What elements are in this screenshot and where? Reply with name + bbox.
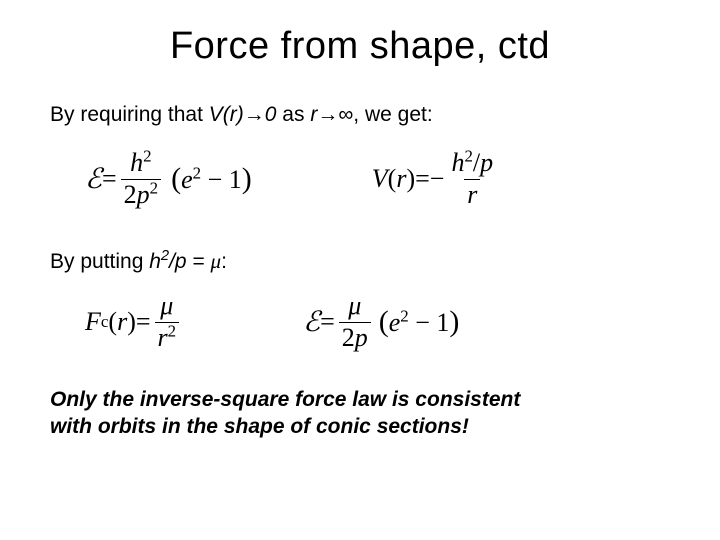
eq1a-equals: =: [102, 164, 117, 194]
conclusion-line1: Only the inverse-square force law is con…: [50, 388, 520, 411]
eq2b-num-mu: μ: [348, 291, 361, 320]
eq1a-den-two: 2: [124, 180, 137, 209]
eq1b-num-p: p: [480, 148, 493, 177]
eq2a-num: μ: [157, 292, 176, 322]
eq1b-neg: −: [430, 164, 445, 194]
eq2a-den-r: r: [158, 323, 168, 352]
eq2b-frac: μ 2p: [339, 292, 371, 352]
eq2a-equals: =: [136, 307, 151, 337]
eq2b-den-two: 2: [342, 323, 355, 352]
eq1a-rparen: ): [242, 162, 252, 195]
eq2b-e-exp: 2: [400, 307, 408, 326]
eq2b-rparen: ): [449, 305, 459, 338]
eq2b-paren-group: (e2 − 1): [379, 305, 460, 339]
eq2a-rparen: ): [127, 307, 136, 337]
eq1a-lparen: (: [171, 162, 181, 195]
eq2a-r-arg: r: [117, 307, 127, 337]
eq1b-r-arg: r: [396, 164, 406, 194]
eq1a-e-exp: 2: [193, 163, 201, 182]
eq1a-den-exp: 2: [150, 178, 158, 197]
equation-2b: ℰ = μ 2p (e2 − 1): [303, 292, 459, 352]
eq2b-num: μ: [345, 292, 364, 322]
eq1a-num-exp: 2: [143, 146, 151, 165]
conclusion: Only the inverse-square force law is con…: [50, 387, 670, 440]
eq1a-minus: −: [201, 165, 229, 194]
eq1a-frac: h2 2p2: [121, 149, 161, 209]
eq1a-e: e: [181, 165, 193, 194]
line2-prefix: By putting: [50, 250, 149, 273]
equation-1b: V(r) = − h2/p r: [372, 149, 500, 209]
eq1b-lparen: (: [388, 164, 397, 194]
eq1b-num: h2/p: [448, 149, 496, 179]
slide-title: Force from shape, ctd: [50, 25, 670, 68]
eq2b-den-p: p: [355, 323, 368, 352]
eq2b-den: 2p: [339, 322, 371, 353]
eq2a-F: F: [85, 307, 101, 337]
eq2b-E: ℰ: [303, 305, 320, 339]
eq2b-e: e: [389, 308, 401, 337]
eq1a-E: ℰ: [85, 162, 102, 196]
line1-arrow2: →: [317, 103, 338, 126]
eq2a-lparen: (: [108, 307, 117, 337]
line1-inf: ∞: [338, 103, 353, 126]
line2-mu: μ: [211, 249, 222, 273]
line1-arrow1: →: [244, 103, 265, 126]
eq1b-equals: =: [415, 164, 430, 194]
eq1b-rparen: ): [406, 164, 415, 194]
eq1a-num-h: h: [130, 148, 143, 177]
line2-exp: 2: [161, 248, 169, 264]
eq1b-num-exp: 2: [464, 146, 472, 165]
equation-row-1: ℰ = h2 2p2 (e2 − 1) V(r) = − h2/p r: [50, 149, 670, 209]
line1-prefix: By requiring that: [50, 103, 209, 126]
eq1a-den-p: p: [137, 180, 150, 209]
eq2a-den-exp: 2: [168, 321, 176, 340]
equation-1a: ℰ = h2 2p2 (e2 − 1): [85, 149, 252, 209]
eq2b-one: 1: [436, 308, 449, 337]
line2-colon: :: [221, 250, 227, 273]
line-2: By putting h2/p = μ:: [50, 249, 670, 274]
line1-zero: 0: [265, 103, 277, 126]
line1-vr: V(r): [209, 103, 244, 126]
line2-h: h: [149, 250, 161, 273]
eq2b-minus: −: [409, 308, 437, 337]
eq2a-den: r2: [155, 322, 180, 353]
equation-2a: Fc(r) = μ r2: [85, 292, 183, 352]
line2-slash-p: /p: [169, 250, 187, 273]
eq1b-den: r: [464, 179, 480, 210]
line-1: By requiring that V(r)→0 as r→∞, we get:: [50, 103, 670, 127]
eq2a-num-mu: μ: [160, 291, 173, 320]
line1-suffix: , we get:: [353, 103, 432, 126]
eq1a-one: 1: [229, 165, 242, 194]
eq2a-frac: μ r2: [155, 292, 180, 352]
line2-equals: =: [187, 250, 211, 273]
conclusion-line2: with orbits in the shape of conic sectio…: [50, 415, 469, 438]
eq1b-V: V: [372, 164, 388, 194]
eq2b-lparen: (: [379, 305, 389, 338]
eq1a-paren-group: (e2 − 1): [171, 162, 252, 196]
eq1b-num-h: h: [451, 148, 464, 177]
eq1a-den: 2p2: [121, 179, 161, 210]
eq1b-den-r: r: [467, 180, 477, 209]
equation-row-2: Fc(r) = μ r2 ℰ = μ 2p (e2 − 1): [50, 292, 670, 352]
eq1b-frac: h2/p r: [448, 149, 496, 209]
line1-as: as: [276, 103, 310, 126]
eq2b-equals: =: [320, 307, 335, 337]
eq1a-num: h2: [127, 149, 154, 179]
